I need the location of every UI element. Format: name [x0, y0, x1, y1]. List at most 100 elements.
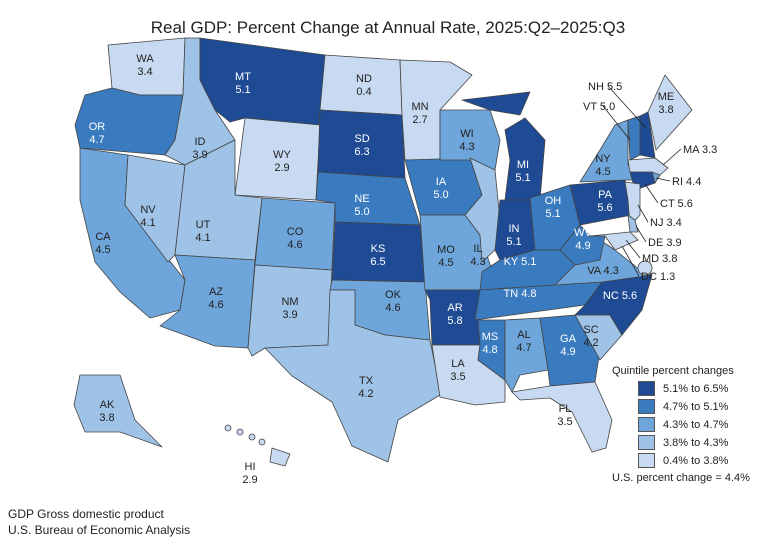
state-label-TX: TX 4.2	[358, 375, 373, 400]
legend-swatch	[638, 417, 655, 432]
state-HI[interactable]	[269, 447, 291, 467]
state-label-PA: PA 5.6	[597, 189, 612, 214]
state-label-VT: VT 5.0	[583, 101, 615, 113]
state-MD[interactable]	[589, 231, 639, 251]
source-note: U.S. Bureau of Economic Analysis	[8, 523, 191, 537]
state-TX[interactable]	[264, 289, 441, 463]
state-label-SC: SC 4.2	[583, 324, 598, 349]
state-label-NJ: NJ 3.4	[650, 217, 682, 229]
state-label-IN: IN 5.1	[506, 223, 521, 248]
state-MT[interactable]	[199, 37, 326, 126]
state-label-KY: KY 5.1	[504, 256, 537, 268]
state-label-NV: NV 4.1	[140, 204, 156, 229]
state-label-WY: WY 2.9	[273, 149, 291, 174]
state-MS[interactable]	[477, 319, 506, 381]
state-label-CO: CO 4.6	[287, 226, 304, 251]
state-HI[interactable]	[236, 428, 244, 436]
map-title: Real GDP: Percent Change at Annual Rate,…	[150, 18, 626, 37]
state-NY[interactable]	[579, 119, 641, 183]
legend-title: Quintile percent changes	[612, 365, 734, 377]
leader-line	[602, 105, 631, 141]
legend: Quintile percent changes 5.1% to 6.5% 4.7…	[612, 365, 750, 484]
state-label-RI: RI 4.4	[672, 176, 701, 188]
state-label-UT: UT 4.1	[195, 219, 210, 244]
state-label-DE: DE 3.9	[648, 237, 682, 249]
state-label-HI: HI 2.9	[242, 461, 257, 486]
legend-label: 4.7% to 5.1%	[663, 400, 729, 413]
state-DE[interactable]	[627, 214, 639, 233]
legend-label: 3.8% to 4.3%	[663, 436, 729, 449]
state-VT[interactable]	[627, 115, 641, 161]
us-percent-change: U.S. percent change = 4.4%	[612, 472, 750, 484]
state-label-AR: AR 5.8	[447, 302, 462, 327]
state-label-MN: MN 2.7	[411, 101, 428, 126]
state-label-NE: NE 5.0	[354, 193, 369, 218]
leader-line	[644, 183, 659, 204]
state-label-NH: NH 5.5	[588, 81, 622, 93]
leader-line	[662, 148, 682, 166]
state-label-NC: NC 5.6	[603, 290, 637, 302]
state-label-OK: OK 4.6	[385, 289, 402, 314]
legend-label: 0.4% to 3.8%	[663, 454, 729, 467]
state-label-WV: WV 4.9	[574, 227, 592, 252]
state-label-SD: SD 6.3	[354, 133, 369, 158]
footnote-gdp: GDP Gross domestic product	[8, 507, 164, 521]
state-NV[interactable]	[124, 154, 186, 263]
legend-item: 4.3% to 4.7%	[638, 417, 750, 432]
legend-item: 3.8% to 4.3%	[638, 435, 750, 450]
footer: GDP Gross domestic product U.S. Bureau o…	[8, 506, 190, 538]
leader-line	[655, 177, 671, 182]
state-label-AZ: AZ 4.6	[208, 286, 223, 311]
leader-line	[635, 225, 647, 243]
legend-label: 4.3% to 4.7%	[663, 418, 729, 431]
leader-line	[625, 239, 641, 259]
state-label-GA: GA 4.9	[560, 333, 577, 358]
state-label-MA: MA 3.3	[683, 144, 717, 156]
state-label-ND: ND 0.4	[356, 73, 372, 98]
state-label-LA: LA 3.5	[450, 358, 465, 383]
legend-swatch	[638, 381, 655, 396]
state-HI[interactable]	[224, 424, 232, 432]
state-label-KS: KS 6.5	[370, 243, 385, 268]
state-label-CA: CA 4.5	[95, 231, 111, 256]
state-ME[interactable]	[647, 74, 693, 151]
state-label-WA: WA 3.4	[136, 53, 154, 78]
legend-label: 5.1% to 6.5%	[663, 382, 729, 395]
state-label-OR: OR 4.7	[89, 121, 106, 146]
state-HI[interactable]	[248, 433, 256, 441]
leader-line	[607, 85, 647, 129]
state-DC[interactable]	[637, 260, 653, 276]
state-label-OH: OH 5.1	[545, 195, 562, 220]
state-FL[interactable]	[511, 381, 613, 453]
leader-line	[621, 245, 640, 277]
state-label-IA: IA 5.0	[433, 176, 448, 201]
state-label-MD: MD 3.8	[642, 253, 677, 265]
state-MA[interactable]	[627, 157, 669, 176]
legend-items: 5.1% to 6.5% 4.7% to 5.1% 4.3% to 4.7% 3.8%…	[612, 381, 750, 468]
state-label-ID: ID 3.9	[192, 136, 207, 161]
state-MI[interactable]	[461, 91, 531, 116]
legend-item: 4.7% to 5.1%	[638, 399, 750, 414]
state-label-DC: DC 1.3	[641, 271, 675, 283]
state-label-ME: ME 3.8	[658, 91, 675, 116]
leader-line	[637, 204, 649, 223]
state-AK[interactable]	[73, 374, 163, 448]
state-label-MT: MT 5.1	[235, 71, 251, 96]
state-IL[interactable]	[464, 157, 501, 263]
legend-item: 0.4% to 3.8%	[638, 453, 750, 468]
state-HI[interactable]	[258, 438, 266, 446]
state-label-AK: AK 3.8	[99, 399, 115, 424]
legend-swatch	[638, 435, 655, 450]
state-label-MO: MO 4.5	[437, 244, 455, 269]
state-label-NY: NY 4.5	[595, 153, 611, 178]
state-label-VA: VA 4.3	[587, 265, 619, 277]
state-label-IL: IL 4.3	[470, 243, 485, 268]
state-label-CT: CT 5.6	[660, 198, 693, 210]
state-ND[interactable]	[319, 54, 403, 116]
legend-swatch	[638, 399, 655, 414]
state-label-MI: MI 5.1	[515, 159, 530, 184]
legend-item: 5.1% to 6.5%	[638, 381, 750, 396]
state-label-MS: MS 4.8	[482, 331, 499, 356]
